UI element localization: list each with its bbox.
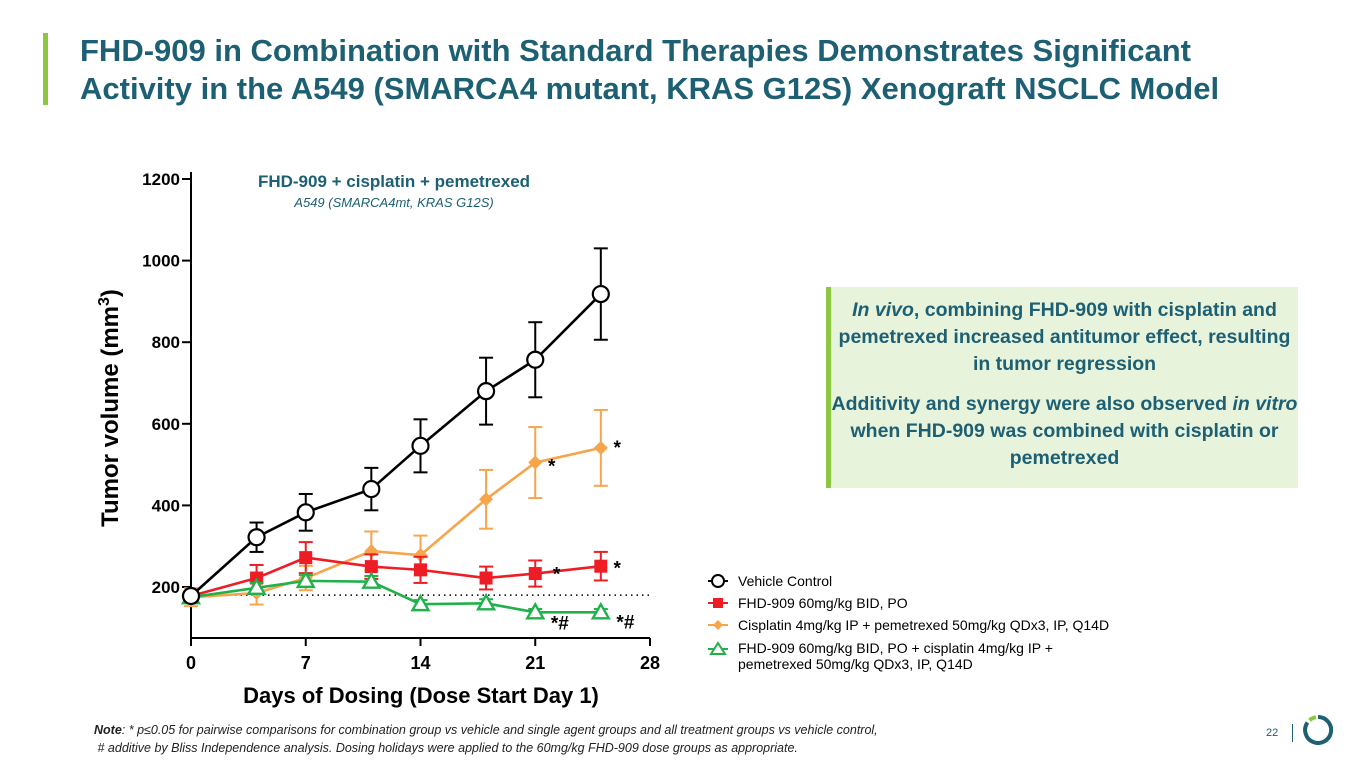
data-point xyxy=(299,551,313,565)
data-point xyxy=(594,559,608,573)
legend-marker xyxy=(709,641,727,655)
title-accent-bar xyxy=(43,33,48,105)
significance-annotation: * xyxy=(548,457,556,478)
callout-in-vivo: In vivo xyxy=(852,299,914,321)
x-axis-label: Days of Dosing (Dose Start Day 1) xyxy=(243,683,599,708)
data-point xyxy=(476,592,497,611)
significance-annotation: * xyxy=(553,565,561,586)
data-point xyxy=(528,567,542,581)
y-tick-label: 400 xyxy=(152,496,180,515)
data-point xyxy=(361,571,382,589)
legend-marker xyxy=(713,598,723,608)
page-number: 22 xyxy=(1266,727,1279,739)
page-divider xyxy=(1292,724,1293,742)
x-tick-label: 28 xyxy=(640,653,660,673)
data-point xyxy=(295,570,316,589)
data-point xyxy=(246,577,267,596)
callout-p2-text-b: when FHD-909 was combined with cisplatin… xyxy=(850,420,1279,469)
footnote-line-1: Note: * p≤0.05 for pairwise comparisons … xyxy=(94,721,1244,739)
x-tick-label: 7 xyxy=(301,653,311,673)
y-axis-label: Tumor volume (mm3) xyxy=(96,289,124,527)
data-point xyxy=(414,563,427,577)
data-point xyxy=(362,479,381,499)
data-point xyxy=(476,382,496,401)
page-title: FHD-909 in Combination with Standard The… xyxy=(80,32,1350,108)
data-point xyxy=(590,601,611,620)
data-point xyxy=(526,350,545,369)
callout-in-vitro: in vitro xyxy=(1232,393,1298,415)
company-logo-icon xyxy=(1303,714,1334,745)
series-line xyxy=(190,293,602,597)
significance-annotation: * xyxy=(614,438,622,459)
legend-label: Vehicle Control xyxy=(738,573,832,589)
data-point xyxy=(593,440,608,455)
data-point xyxy=(411,436,430,455)
y-tick-label: 1200 xyxy=(142,170,180,189)
footnote-label: Note xyxy=(94,723,122,737)
data-point xyxy=(413,548,428,563)
footnote: Note: * p≤0.05 for pairwise comparisons … xyxy=(94,721,1244,757)
x-tick-label: 21 xyxy=(525,653,545,673)
significance-annotation: * xyxy=(614,559,622,580)
chart-subtitle: A549 (SMARCA4mt, KRAS G12S) xyxy=(293,195,493,210)
title-line-1: FHD-909 in Combination with Standard The… xyxy=(80,33,1191,68)
series-line xyxy=(190,579,601,614)
data-point xyxy=(591,284,610,304)
legend-marker xyxy=(711,574,725,588)
data-point xyxy=(479,492,494,507)
footnote-text-2: # additive by Bliss Independence analysi… xyxy=(97,741,798,755)
data-point xyxy=(528,455,543,470)
significance-annotation: *# xyxy=(551,613,569,634)
data-point xyxy=(181,586,201,606)
legend-label: Cisplatin 4mg/kg IP + pemetrexed 50mg/kg… xyxy=(738,617,1109,633)
y-tick-label: 200 xyxy=(152,578,180,597)
significance-annotation: *# xyxy=(616,612,634,633)
data-point xyxy=(479,571,493,585)
legend-label: FHD-909 60mg/kg BID, PO + cisplatin 4mg/… xyxy=(738,640,1053,672)
x-tick-label: 14 xyxy=(410,653,430,673)
data-point xyxy=(296,503,315,522)
legend-marker xyxy=(713,620,723,630)
y-tick-label: 600 xyxy=(152,415,180,434)
callout-paragraph-1: In vivo, combining FHD-909 with cisplati… xyxy=(831,297,1298,378)
data-point xyxy=(247,528,266,547)
series-0 xyxy=(181,247,610,606)
series-line xyxy=(190,556,601,598)
data-point xyxy=(410,593,431,612)
series-2 xyxy=(184,408,608,608)
y-tick-label: 800 xyxy=(152,333,180,352)
y-tick-label: 1000 xyxy=(142,252,180,271)
legend-label: FHD-909 60mg/kg BID, PO xyxy=(738,595,908,611)
x-tick-label: 0 xyxy=(186,653,196,673)
data-point xyxy=(525,601,546,620)
series-line xyxy=(190,446,602,599)
title-line-2: Activity in the A549 (SMARCA4 mutant, KR… xyxy=(80,71,1220,106)
footnote-text-1: : * p≤0.05 for pairwise comparisons for … xyxy=(121,723,878,737)
callout-p2-text-a: Additivity and synergy were also observe… xyxy=(831,393,1233,415)
data-point xyxy=(364,560,378,574)
callout-paragraph-2: Additivity and synergy were also observe… xyxy=(831,391,1298,472)
footnote-line-2: # additive by Bliss Independence analysi… xyxy=(94,739,1244,757)
callout-p1-text: , combining FHD-909 with cisplatin and p… xyxy=(838,299,1291,375)
callout-box: In vivo, combining FHD-909 with cisplati… xyxy=(826,287,1298,488)
chart-title: FHD-909 + cisplatin + pemetrexed xyxy=(258,172,530,191)
